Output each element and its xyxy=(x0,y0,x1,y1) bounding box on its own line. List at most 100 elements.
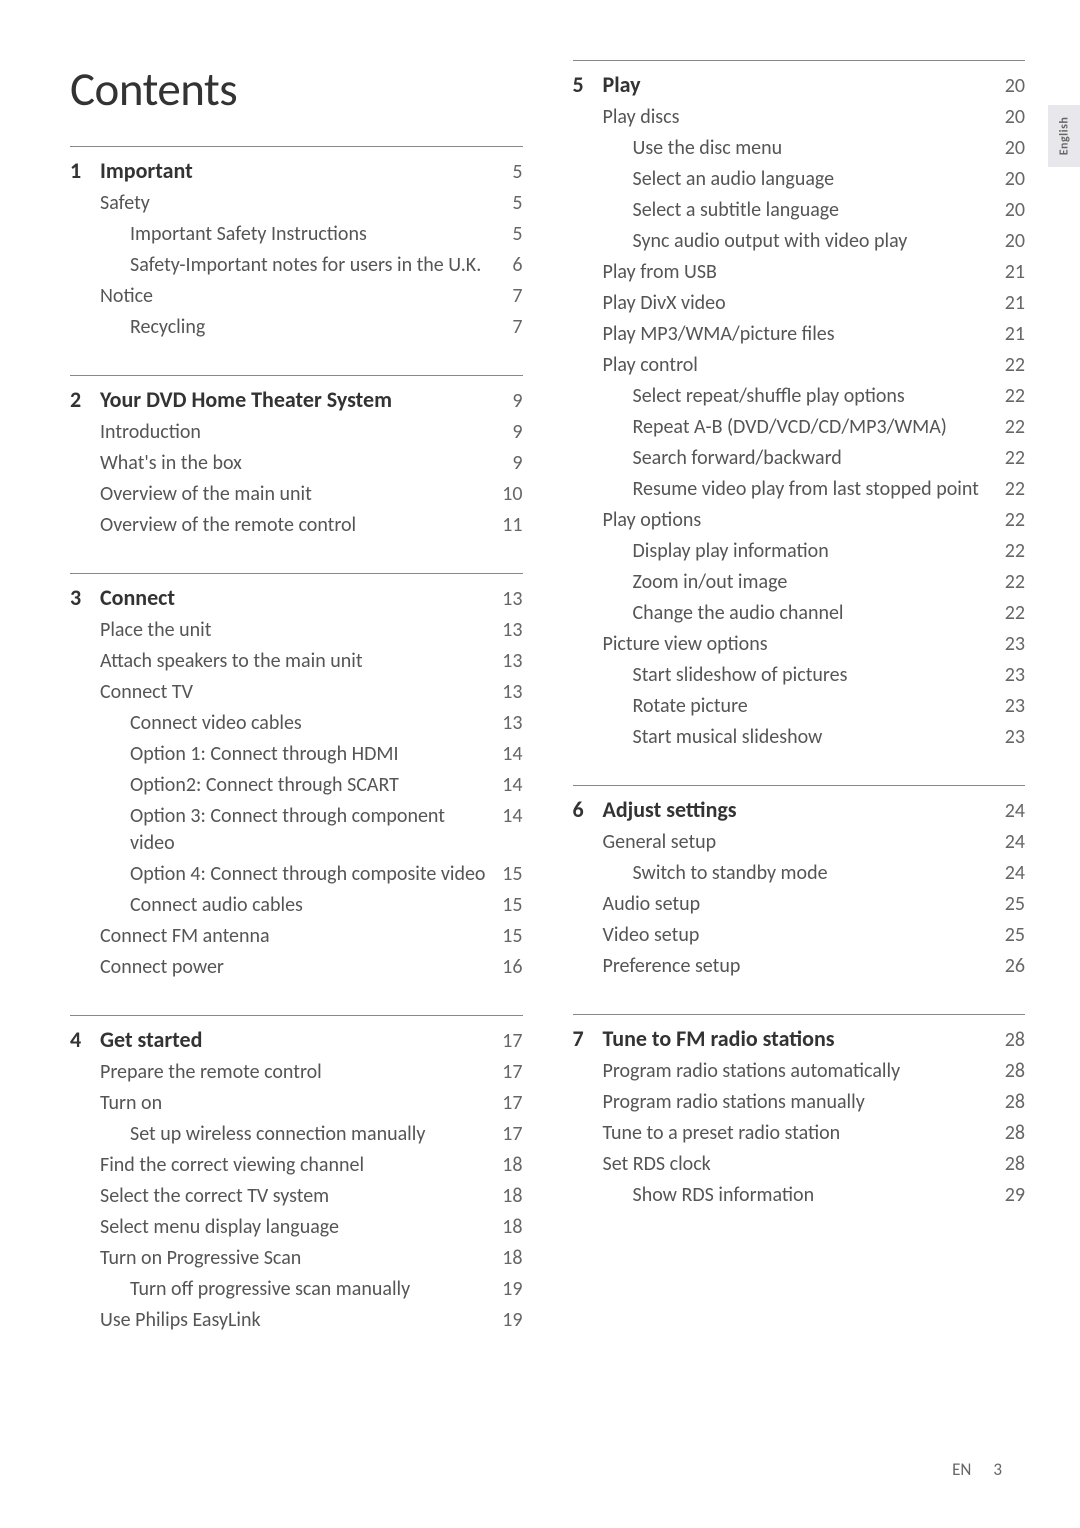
toc-item-label: Option2: Connect through SCART xyxy=(70,772,493,799)
toc-row: Introduction9 xyxy=(70,417,523,448)
toc-item-page: 19 xyxy=(493,1277,523,1301)
toc-item-label: Select repeat/shuffle play options xyxy=(573,383,996,410)
toc-row: Place the unit13 xyxy=(70,615,523,646)
toc-row: Play MP3/WMA/picture files21 xyxy=(573,319,1026,350)
toc-row: Play options22 xyxy=(573,505,1026,536)
toc-item-page: 22 xyxy=(995,415,1025,439)
toc-item-page: 22 xyxy=(995,508,1025,532)
toc-item-label: Preference setup xyxy=(573,953,996,980)
toc-item-page: 28 xyxy=(995,1090,1025,1114)
toc-row: Find the correct viewing channel18 xyxy=(70,1150,523,1181)
toc-item-label: Introduction xyxy=(70,419,493,446)
toc-item-label: Important Safety Instructions xyxy=(70,221,493,248)
toc-section: 1Important5Safety5Important Safety Instr… xyxy=(70,146,523,343)
toc-item-label: Show RDS information xyxy=(573,1182,996,1209)
toc-item-page: 5 xyxy=(493,191,523,215)
toc-item-label: Tune to a preset radio station xyxy=(573,1120,996,1147)
left-column: Contents 1Important5Safety5Important Saf… xyxy=(70,60,523,1368)
toc-row: Option 1: Connect through HDMI14 xyxy=(70,739,523,770)
toc-row: Recycling7 xyxy=(70,312,523,343)
toc-row: Start musical slideshow23 xyxy=(573,722,1026,753)
toc-section: 5Play20Play discs20Use the disc menu20Se… xyxy=(573,60,1026,753)
toc-section-title: Connect xyxy=(100,584,502,611)
toc-item-page: 20 xyxy=(995,229,1025,253)
toc-item-label: Option 1: Connect through HDMI xyxy=(70,741,493,768)
toc-row: Picture view options23 xyxy=(573,629,1026,660)
toc-item-label: Find the correct viewing channel xyxy=(70,1152,493,1179)
toc-item-page: 15 xyxy=(493,924,523,948)
toc-section-head: 2Your DVD Home Theater System9 xyxy=(70,386,523,413)
toc-item-label: Repeat A-B (DVD/VCD/CD/MP3/WMA) xyxy=(573,414,996,441)
toc-item-label: Zoom in/out image xyxy=(573,569,996,596)
toc-section-number: 2 xyxy=(70,386,100,413)
toc-section-number: 3 xyxy=(70,584,100,611)
toc-item-page: 14 xyxy=(493,804,523,828)
toc-row: Connect TV13 xyxy=(70,677,523,708)
toc-item-page: 17 xyxy=(493,1091,523,1115)
toc-item-label: Play options xyxy=(573,507,996,534)
toc-section-number: 1 xyxy=(70,157,100,184)
toc-item-label: Select menu display language xyxy=(70,1214,493,1241)
toc-section: 7Tune to FM radio stations28Program radi… xyxy=(573,1014,1026,1211)
toc-row: Overview of the main unit10 xyxy=(70,479,523,510)
toc-item-label: Display play information xyxy=(573,538,996,565)
toc-item-label: Resume video play from last stopped poin… xyxy=(573,476,996,503)
toc-item-label: Option 3: Connect through component vide… xyxy=(70,803,493,857)
toc-section-number: 5 xyxy=(573,71,603,98)
toc-row: Tune to a preset radio station28 xyxy=(573,1118,1026,1149)
toc-section-number: 7 xyxy=(573,1025,603,1052)
toc-row: Connect video cables13 xyxy=(70,708,523,739)
toc-item-page: 25 xyxy=(995,892,1025,916)
toc-row: Select the correct TV system18 xyxy=(70,1181,523,1212)
footer-lang: EN xyxy=(952,1459,971,1480)
language-tab: English xyxy=(1048,105,1080,167)
toc-row: Connect power16 xyxy=(70,952,523,983)
toc-item-label: Select an audio language xyxy=(573,166,996,193)
toc-row: Audio setup25 xyxy=(573,889,1026,920)
page-title: Contents xyxy=(70,60,523,118)
toc-section-number: 4 xyxy=(70,1026,100,1053)
toc-section-head: 6Adjust settings24 xyxy=(573,796,1026,823)
toc-item-label: Turn on xyxy=(70,1090,493,1117)
toc-item-label: General setup xyxy=(573,829,996,856)
toc-row: Safety-Important notes for users in the … xyxy=(70,250,523,281)
footer-page-number: 3 xyxy=(993,1459,1002,1480)
toc-item-page: 11 xyxy=(493,513,523,537)
toc-item-label: Connect power xyxy=(70,954,493,981)
toc-item-label: Use Philips EasyLink xyxy=(70,1307,493,1334)
toc-row: Use Philips EasyLink19 xyxy=(70,1305,523,1336)
toc-item-page: 10 xyxy=(493,482,523,506)
toc-item-page: 23 xyxy=(995,725,1025,749)
toc-section-page: 9 xyxy=(512,389,522,413)
toc-item-label: Change the audio channel xyxy=(573,600,996,627)
toc-item-label: Start slideshow of pictures xyxy=(573,662,996,689)
toc-item-page: 21 xyxy=(995,291,1025,315)
toc-section-page: 28 xyxy=(1005,1028,1025,1052)
toc-section-number: 6 xyxy=(573,796,603,823)
toc-item-page: 20 xyxy=(995,198,1025,222)
toc-item-label: Sync audio output with video play xyxy=(573,228,996,255)
toc-item-page: 18 xyxy=(493,1215,523,1239)
toc-item-page: 22 xyxy=(995,539,1025,563)
toc-row: Set RDS clock28 xyxy=(573,1149,1026,1180)
toc-item-page: 29 xyxy=(995,1183,1025,1207)
toc-row: Zoom in/out image22 xyxy=(573,567,1026,598)
toc-item-page: 23 xyxy=(995,663,1025,687)
toc-item-page: 18 xyxy=(493,1184,523,1208)
toc-item-page: 14 xyxy=(493,742,523,766)
toc-item-label: Connect FM antenna xyxy=(70,923,493,950)
toc-row: Program radio stations manually28 xyxy=(573,1087,1026,1118)
toc-item-page: 13 xyxy=(493,711,523,735)
toc-item-page: 26 xyxy=(995,954,1025,978)
toc-item-page: 20 xyxy=(995,167,1025,191)
toc-item-page: 15 xyxy=(493,862,523,886)
toc-item-label: Picture view options xyxy=(573,631,996,658)
toc-item-page: 13 xyxy=(493,618,523,642)
toc-item-label: Play DivX video xyxy=(573,290,996,317)
toc-row: Play DivX video21 xyxy=(573,288,1026,319)
toc-item-label: Turn on Progressive Scan xyxy=(70,1245,493,1272)
toc-item-page: 22 xyxy=(995,477,1025,501)
toc-row: Change the audio channel22 xyxy=(573,598,1026,629)
toc-section-head: 4Get started17 xyxy=(70,1026,523,1053)
toc-item-label: Overview of the remote control xyxy=(70,512,493,539)
